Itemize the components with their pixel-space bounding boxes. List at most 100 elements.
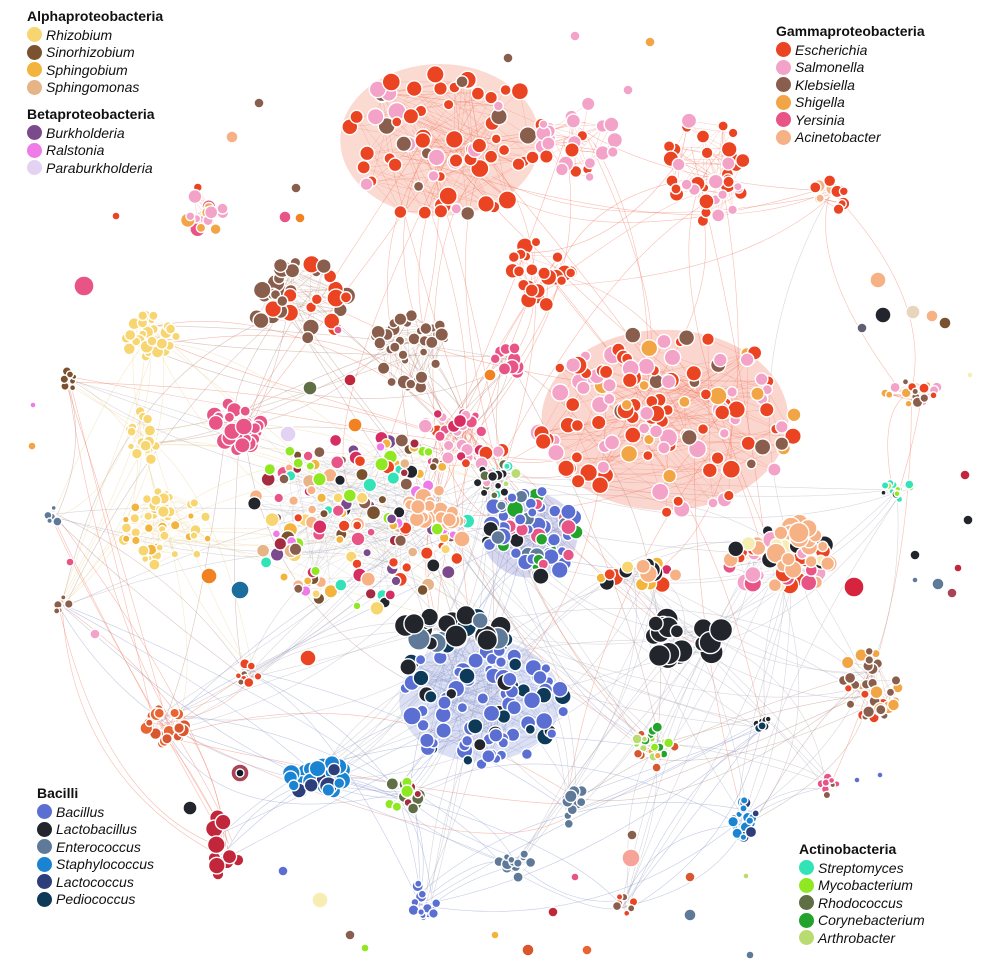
genome-node xyxy=(893,490,901,498)
network-edge xyxy=(165,729,407,805)
nodes-layer xyxy=(27,30,974,960)
network-edge xyxy=(57,378,76,515)
genome-node xyxy=(139,439,152,452)
genome-node xyxy=(402,706,422,726)
genome-node xyxy=(622,84,634,96)
genome-node xyxy=(352,601,362,611)
genome-node xyxy=(838,186,849,197)
genome-node xyxy=(481,749,496,764)
network-edge xyxy=(159,525,548,722)
genome-node xyxy=(515,522,529,537)
genome-node xyxy=(312,519,328,535)
genome-node xyxy=(401,562,413,574)
legend-label: Burkholderia xyxy=(46,124,125,141)
genome-node xyxy=(495,656,508,669)
genome-node xyxy=(740,435,757,452)
genome-node xyxy=(255,543,271,558)
cluster-edge xyxy=(275,282,336,290)
genome-node xyxy=(234,672,243,680)
genome-node xyxy=(767,578,783,593)
cluster-edge xyxy=(356,477,394,525)
cluster-edge xyxy=(568,453,630,469)
network-edge xyxy=(625,552,786,902)
legend-item-bacillus: Bacillus xyxy=(37,803,154,821)
genome-node xyxy=(502,52,514,64)
genome-node xyxy=(880,481,890,490)
cluster-klebsiella-center xyxy=(369,309,450,394)
network-edge xyxy=(651,185,739,575)
cluster-acinetobacter-right xyxy=(765,513,823,579)
genome-node xyxy=(570,473,586,489)
genome-node xyxy=(293,512,304,523)
genome-node xyxy=(333,777,346,790)
genome-node xyxy=(662,140,676,153)
genome-node xyxy=(278,473,290,485)
genome-node xyxy=(391,116,403,128)
color-swatch-icon xyxy=(27,160,42,176)
network-edge xyxy=(66,375,443,503)
genome-node xyxy=(717,120,729,132)
genome-node xyxy=(538,119,549,130)
genome-node xyxy=(495,500,507,512)
legend-label: Mycobacterium xyxy=(818,877,913,894)
cluster-edge xyxy=(390,349,392,383)
genome-node xyxy=(750,386,765,402)
genome-node xyxy=(550,561,569,580)
genome-node xyxy=(583,156,597,170)
genome-node xyxy=(433,203,449,219)
genome-node xyxy=(909,549,921,561)
cluster-edge xyxy=(311,522,313,573)
cluster-edge xyxy=(468,80,480,146)
genome-node xyxy=(727,400,746,419)
color-swatch-icon xyxy=(37,839,52,855)
genome-node xyxy=(171,331,181,342)
genome-node xyxy=(364,587,377,600)
network-edge xyxy=(172,622,433,715)
genome-node xyxy=(264,512,280,528)
cluster-edge xyxy=(686,126,734,134)
genome-node xyxy=(414,653,427,666)
genome-node xyxy=(758,401,775,418)
genome-node xyxy=(890,675,902,686)
genome-node xyxy=(864,646,874,656)
genome-node xyxy=(506,492,518,504)
genome-node xyxy=(518,126,538,145)
genome-node xyxy=(435,722,452,739)
cluster-edge xyxy=(440,657,465,751)
cluster-edge xyxy=(422,80,469,141)
legend-title: Betaproteobacteria xyxy=(27,106,155,122)
genome-node xyxy=(310,565,321,577)
network-edge xyxy=(514,582,659,873)
genome-node xyxy=(919,393,930,404)
genome-node xyxy=(901,377,910,386)
genome-node xyxy=(365,505,382,521)
network-edge xyxy=(56,514,251,681)
network-edge xyxy=(738,558,793,827)
cluster-edge xyxy=(315,461,436,594)
genome-node xyxy=(860,689,870,700)
network-edge xyxy=(58,608,227,849)
legend-item-yersinia: Yersinia xyxy=(776,111,925,129)
genome-node xyxy=(632,748,644,759)
genome-node xyxy=(434,430,446,443)
legend-item-rhizobium: Rhizobium xyxy=(27,26,163,44)
genome-node xyxy=(657,441,671,455)
network-edge xyxy=(574,687,860,801)
network-edge xyxy=(572,720,763,811)
genome-node xyxy=(535,711,554,731)
genome-node xyxy=(530,236,542,248)
genome-node xyxy=(911,576,919,584)
cluster-enterococcus-bottom xyxy=(493,849,537,883)
genome-node xyxy=(584,171,595,183)
genome-node xyxy=(387,157,403,173)
network-edge xyxy=(644,699,882,761)
genome-node xyxy=(620,560,635,574)
genome-node xyxy=(366,107,385,126)
genome-node xyxy=(889,381,901,394)
genome-node xyxy=(869,271,887,289)
genome-node xyxy=(253,671,263,681)
legend-label: Shigella xyxy=(795,94,845,111)
cluster-edge xyxy=(130,416,144,447)
genome-node xyxy=(400,784,415,799)
cluster-escherichia-right xyxy=(662,112,751,228)
